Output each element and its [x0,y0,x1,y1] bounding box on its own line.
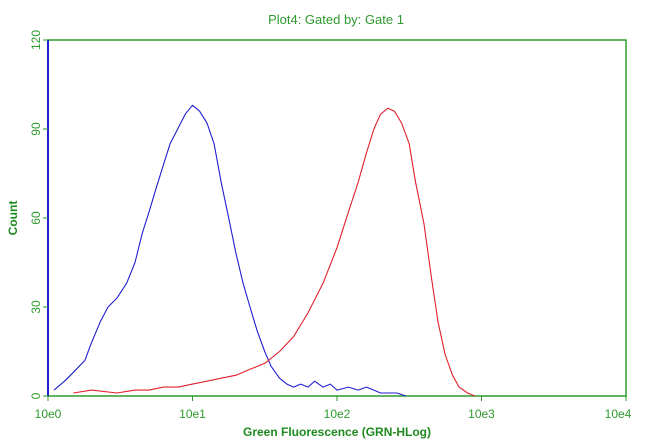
y-axis-label: Count [6,201,20,236]
y-tick-label: 90 [29,122,43,136]
y-tick-label: 0 [29,392,43,399]
y-tick-label: 30 [29,300,43,314]
plot-frame [47,39,627,397]
series-blue-histogram [53,104,407,397]
chart-title: Plot4: Gated by: Gate 1 [268,12,404,27]
series-red-histogram [73,107,476,397]
x-tick-label: 10e0 [35,407,62,421]
x-tick-label: 10e3 [468,407,495,421]
x-tick-label: 10e2 [324,407,351,421]
y-tick-label: 60 [29,211,43,225]
ticks-layer: 10e0 10e1 10e2 10e3 10e4 0 30 60 90 120 [29,30,632,421]
x-tick-label: 10e1 [179,407,206,421]
series-layer [53,104,476,397]
x-tick-label: 10e4 [605,407,632,421]
x-axis-label: Green Fluorescence (GRN-HLog) [243,425,431,439]
y-tick-label: 120 [29,30,43,50]
